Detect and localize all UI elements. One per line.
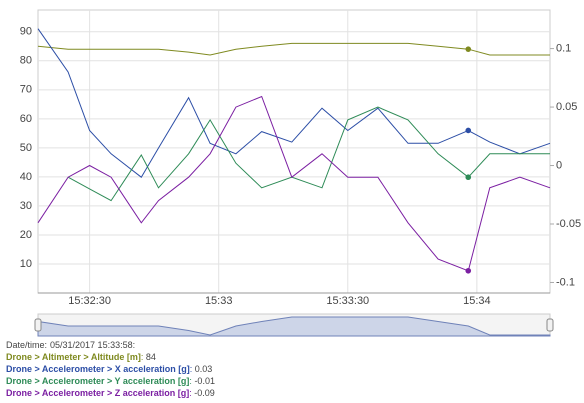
y2-tick-label: 0.1: [556, 42, 571, 54]
plot-area: [37, 9, 551, 294]
readout-value: -0.09: [194, 388, 215, 398]
series-line: [37, 42, 550, 56]
y-tick-label: 40: [20, 171, 32, 183]
readout-separator: :: [190, 364, 195, 374]
y-tick-label: 10: [20, 258, 32, 270]
x-tick-label: 15:32:30: [68, 295, 111, 307]
readout-separator: :: [141, 352, 146, 362]
readout-line: Drone > Accelerometer > Y acceleration […: [6, 376, 215, 386]
y-tick-label: 80: [20, 55, 32, 67]
y2-tick-label: -0.05: [556, 218, 581, 230]
hover-point: [465, 174, 472, 181]
hover-point: [465, 46, 472, 52]
x-tick-label: 15:33:30: [326, 295, 369, 307]
y-tick-label: 30: [20, 200, 32, 212]
navigator-area: [37, 316, 551, 337]
x-tick-label: 15:34: [463, 295, 491, 307]
legend-name: Drone > Accelerometer > X acceleration […: [6, 364, 190, 374]
y-tick-label: 50: [20, 142, 32, 154]
readout-time: Date/time: 05/31/2017 15:33:58:: [6, 340, 135, 350]
y-tick-label: 70: [20, 84, 32, 96]
readout-separator: :: [189, 388, 194, 398]
legend-name: Drone > Accelerometer > Z acceleration […: [6, 388, 189, 398]
y-tick-label: 20: [20, 229, 32, 241]
hover-point: [465, 127, 472, 134]
hover-point: [465, 267, 472, 274]
readout-value: 0.03: [195, 364, 213, 374]
readout-line: Drone > Altimeter > Altitude [m]: 84: [6, 352, 156, 362]
y2-tick-label: 0.05: [556, 101, 577, 113]
y2-tick-label: 0: [556, 159, 562, 171]
x-tick-label: 15:33: [205, 295, 233, 307]
navigator-handle[interactable]: [546, 318, 554, 332]
readout-line: Drone > Accelerometer > X acceleration […: [6, 364, 212, 374]
y2-tick-label: -0.1: [556, 276, 575, 288]
readout-separator: :: [189, 376, 194, 386]
readout-line: Drone > Accelerometer > Z acceleration […: [6, 388, 215, 398]
navigator-handle[interactable]: [34, 318, 42, 332]
series-line: [37, 95, 551, 272]
legend-name: Drone > Altimeter > Altitude [m]: [6, 352, 141, 362]
readout-value: -0.01: [194, 376, 215, 386]
y-tick-label: 90: [20, 26, 32, 38]
readout-value: 84: [146, 352, 156, 362]
readout-time-label: Date/time:: [6, 340, 47, 350]
legend-name: Drone > Accelerometer > Y acceleration […: [6, 376, 189, 386]
readout-time-value: 05/31/2017 15:33:58:: [50, 340, 135, 350]
y-tick-label: 60: [20, 113, 32, 125]
